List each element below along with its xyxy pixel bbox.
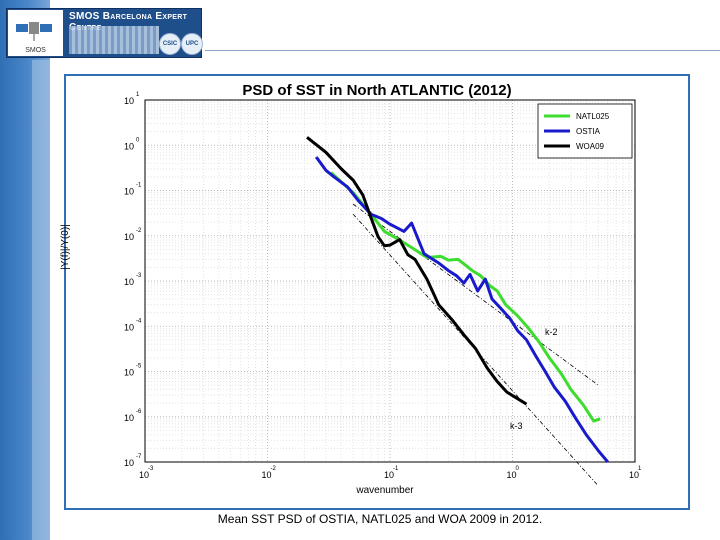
header-divider: [205, 50, 720, 51]
satellite-icon: [16, 22, 52, 41]
x-tick-exponent: 0: [516, 466, 520, 472]
legend: NATL025 OSTIA WOA09: [537, 103, 633, 159]
header-logo: SMOS SMOS Barcelona Expert Centre CSIC U…: [6, 8, 203, 58]
series-line-natl025: [329, 171, 601, 423]
x-tick-exponent: -2: [271, 466, 277, 472]
legend-label-ostia: OSTIA: [576, 127, 601, 136]
y-tick-label: 10: [124, 368, 134, 378]
reference-line-k-2: [352, 203, 599, 386]
y-tick-label: 10: [124, 322, 134, 332]
y-tick-label: 10: [124, 232, 134, 242]
annotation-k-3: k-3: [510, 421, 523, 431]
x-tick-exponent: -3: [148, 466, 154, 472]
plot-area-border: [144, 99, 636, 463]
chart-title: PSD of SST in North ATLANTIC (2012): [242, 82, 512, 99]
y-tick-label: 10: [124, 187, 134, 197]
y-tick-exponent: -4: [136, 318, 142, 324]
series-line-woa09: [306, 136, 528, 406]
logo-small-text: SMOS: [25, 47, 46, 54]
x-tick-label: 10: [507, 470, 517, 480]
y-tick-label: 10: [124, 277, 134, 287]
y-tick-exponent: -1: [136, 183, 142, 189]
y-tick-exponent: -3: [136, 273, 142, 279]
x-tick-exponent: 1: [638, 466, 642, 472]
y-tick-exponent: -7: [136, 454, 142, 460]
x-tick-label: 10: [262, 470, 272, 480]
left-sidebar-band: [0, 0, 50, 540]
y-tick-exponent: -5: [136, 364, 142, 370]
series-line-ostia: [314, 156, 609, 463]
y-tick-exponent: -6: [136, 409, 142, 415]
x-tick-label: 10: [629, 470, 639, 480]
annotation-k-2: k-2: [545, 327, 558, 337]
logo-building-image: [69, 26, 159, 54]
y-tick-exponent: 0: [136, 137, 140, 143]
x-tick-exponent: -1: [393, 466, 399, 472]
sidebar-highlight: [32, 60, 50, 540]
upc-seal: UPC: [181, 33, 203, 55]
series-lines: [306, 136, 609, 463]
csic-seal: CSIC: [159, 33, 181, 55]
x-axis-label: wavenumber: [356, 485, 414, 496]
y-axis-label: |Y(f)|/Y(0)|: [60, 224, 71, 270]
logo-emblem: SMOS: [8, 10, 63, 56]
y-tick-label: 10: [124, 96, 134, 106]
y-tick-label: 10: [124, 458, 134, 468]
x-tick-label: 10: [139, 470, 149, 480]
y-tick-exponent: -2: [136, 228, 142, 234]
y-tick-exponent: 1: [136, 92, 140, 98]
y-tick-label: 10: [124, 413, 134, 423]
legend-label-woa09: WOA09: [576, 142, 605, 151]
legend-label-natl025: NATL025: [576, 112, 610, 121]
x-tick-label: 10: [384, 470, 394, 480]
figure-caption: Mean SST PSD of OSTIA, NATL025 and WOA 2…: [217, 512, 543, 526]
y-tick-label: 10: [124, 141, 134, 151]
